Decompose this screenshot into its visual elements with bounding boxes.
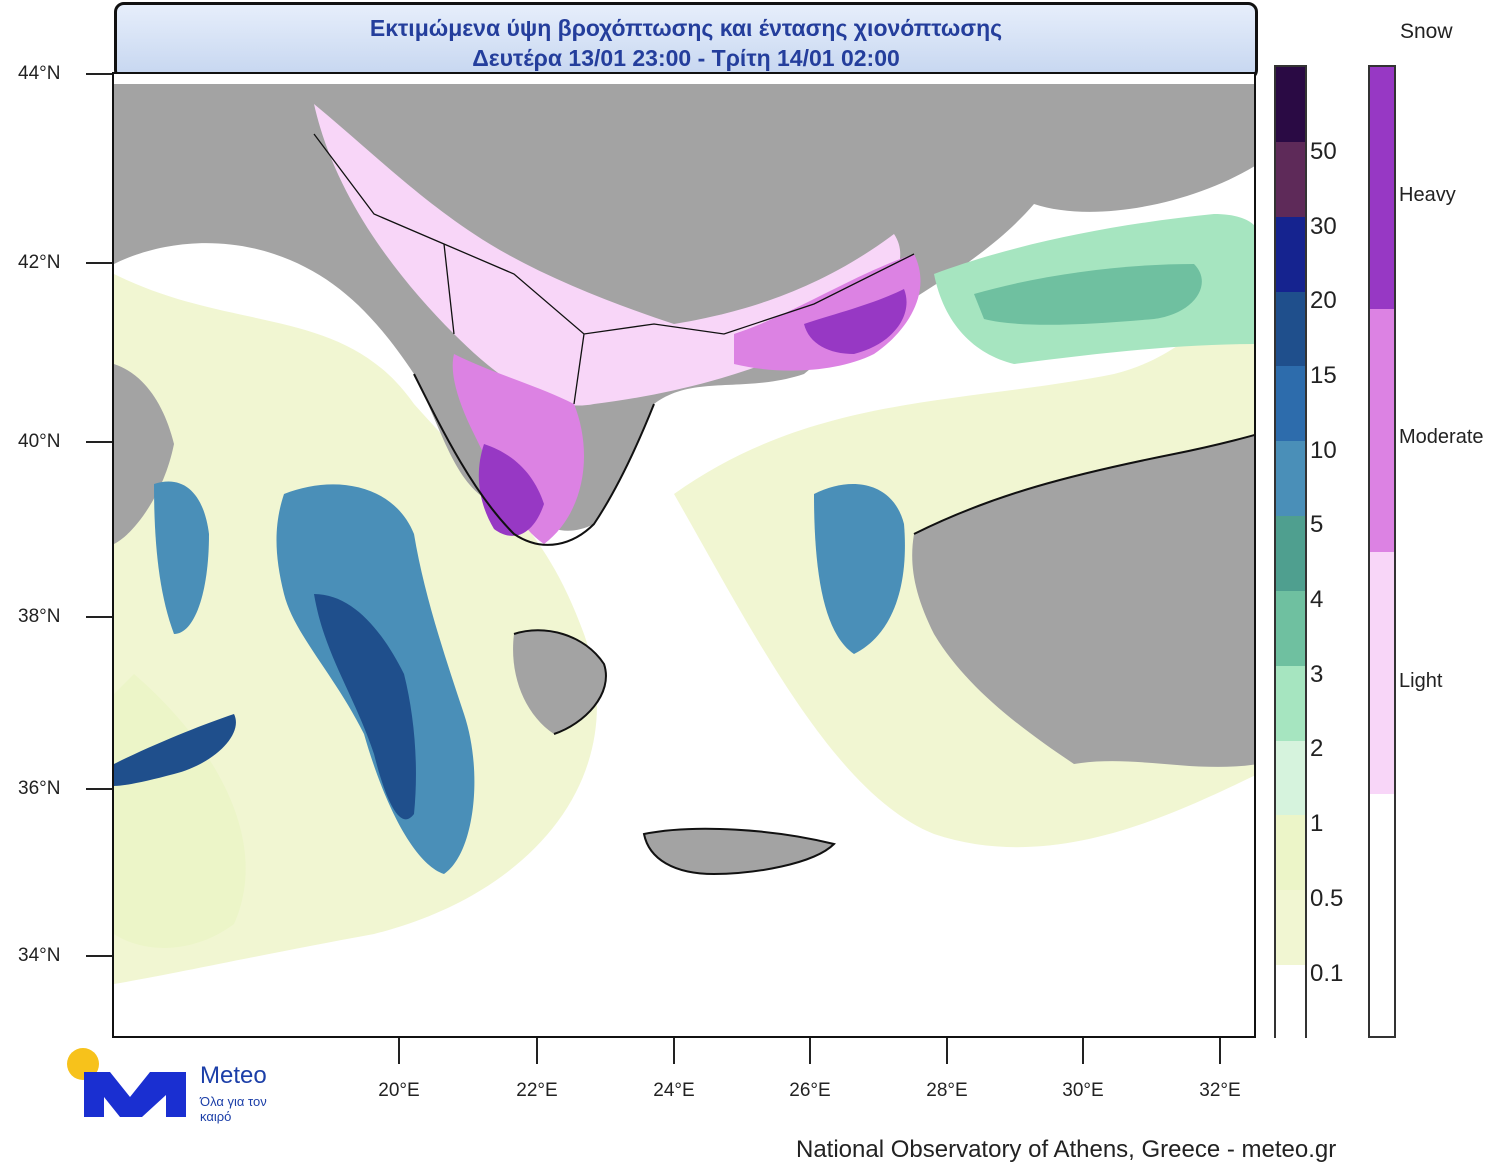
snow-legend-swatch bbox=[1370, 551, 1394, 794]
rain-legend-swatch bbox=[1276, 815, 1305, 891]
lon-tick bbox=[809, 1038, 811, 1064]
rain-legend-swatch bbox=[1276, 366, 1305, 442]
lon-tick bbox=[398, 1038, 400, 1064]
lat-tick bbox=[86, 955, 112, 957]
lat-tick bbox=[86, 441, 112, 443]
rain-legend-label: 2 bbox=[1310, 735, 1324, 762]
rain-legend-swatch bbox=[1276, 67, 1305, 142]
map-title-box: Εκτιμώμενα ύψη βροχόπτωσης και έντασης χ… bbox=[114, 2, 1258, 80]
coastline-turkey bbox=[913, 434, 1254, 535]
rain-legend-swatch bbox=[1276, 965, 1305, 1040]
rain-legend-swatch bbox=[1276, 740, 1305, 816]
rain-blacksea-core bbox=[974, 264, 1202, 325]
lon-tick bbox=[536, 1038, 538, 1064]
source-credit: National Observatory of Athens, Greece -… bbox=[796, 1136, 1337, 1163]
rain-legend-swatch bbox=[1276, 665, 1305, 741]
lon-label: 26°E bbox=[789, 1080, 831, 1101]
lon-label: 32°E bbox=[1199, 1080, 1241, 1101]
lon-label: 30°E bbox=[1062, 1080, 1104, 1101]
rain-band-italy bbox=[154, 481, 209, 634]
lon-label: 22°E bbox=[516, 1080, 558, 1101]
lat-label: 34°N bbox=[18, 945, 61, 966]
lat-label: 40°N bbox=[18, 431, 61, 452]
rain-aegean-east bbox=[814, 484, 905, 654]
lat-tick bbox=[86, 788, 112, 790]
rain-band-west bbox=[114, 714, 236, 786]
rain-band-ionian-core bbox=[314, 594, 416, 820]
map-time-range: Δευτέρα 13/01 23:00 - Τρίτη 14/01 02:00 bbox=[472, 45, 900, 71]
rain-legend-swatch bbox=[1276, 216, 1305, 292]
lon-tick bbox=[1082, 1038, 1084, 1064]
border-lines bbox=[313, 133, 915, 405]
logo-m-icon bbox=[84, 1072, 186, 1117]
rain-legend-label: 20 bbox=[1310, 287, 1337, 314]
lat-label: 36°N bbox=[18, 778, 61, 799]
map-title: Εκτιμώμενα ύψη βροχόπτωσης και έντασης χ… bbox=[369, 15, 1003, 41]
lat-label: 38°N bbox=[18, 606, 61, 627]
lon-tick bbox=[673, 1038, 675, 1064]
coastline-crete bbox=[642, 827, 836, 876]
logo-tagline: Όλα για τον καιρό bbox=[200, 1094, 267, 1124]
snow-legend-colorbar bbox=[1368, 65, 1396, 1038]
rain-legend-swatch bbox=[1276, 516, 1305, 591]
map-canvas bbox=[114, 84, 1254, 984]
very-light-rain-area bbox=[114, 674, 246, 948]
snow-legend-swatch bbox=[1370, 309, 1394, 552]
lat-tick bbox=[86, 262, 112, 264]
lat-label: 44°N bbox=[18, 63, 61, 84]
lon-label: 20°E bbox=[378, 1080, 420, 1101]
snow-legend-swatch bbox=[1370, 793, 1394, 1036]
rain-legend-swatch bbox=[1276, 890, 1305, 966]
rain-legend-swatch bbox=[1276, 141, 1305, 217]
rain-legend-label: 30 bbox=[1310, 213, 1337, 240]
snow-legend-label: Light bbox=[1399, 670, 1443, 692]
rain-legend-label: 0.1 bbox=[1310, 960, 1344, 987]
snow-legend-label: Moderate bbox=[1399, 426, 1484, 448]
rain-legend-label: 10 bbox=[1310, 437, 1337, 464]
lat-label: 42°N bbox=[18, 252, 61, 273]
land-italy bbox=[114, 364, 174, 544]
rain-legend-label: 4 bbox=[1310, 586, 1324, 613]
lon-tick bbox=[946, 1038, 948, 1064]
lat-tick bbox=[86, 73, 112, 75]
lon-label: 24°E bbox=[653, 1080, 695, 1101]
lat-tick bbox=[86, 616, 112, 618]
lon-label: 28°E bbox=[926, 1080, 968, 1101]
snow-moderate bbox=[452, 354, 584, 544]
rain-legend-label: 3 bbox=[1310, 661, 1324, 688]
coastline-greece bbox=[413, 373, 655, 735]
lon-tick bbox=[1219, 1038, 1221, 1064]
snow-legend-label: Heavy bbox=[1399, 184, 1456, 206]
rain-legend-label: 1 bbox=[1310, 810, 1324, 837]
logo-name: Meteo bbox=[200, 1062, 267, 1089]
rain-legend-swatch bbox=[1276, 590, 1305, 666]
rain-legend-swatch bbox=[1276, 291, 1305, 367]
rain-legend-colorbar bbox=[1274, 65, 1307, 1040]
rain-legend-label: 5 bbox=[1310, 511, 1324, 538]
rain-legend-label: 50 bbox=[1310, 138, 1337, 165]
rain-legend-label: 15 bbox=[1310, 362, 1337, 389]
snow-legend-title: Snow bbox=[1400, 20, 1453, 43]
land-turkey bbox=[912, 435, 1254, 767]
snow-heavy-north bbox=[804, 289, 907, 354]
rain-legend-swatch bbox=[1276, 441, 1305, 517]
weather-map bbox=[112, 72, 1256, 1038]
meteo-logo bbox=[67, 1048, 186, 1117]
snow-legend-swatch bbox=[1370, 67, 1394, 310]
land-crete bbox=[644, 828, 834, 874]
land-peloponnese bbox=[513, 630, 606, 734]
rain-legend-label: 0.5 bbox=[1310, 885, 1344, 912]
